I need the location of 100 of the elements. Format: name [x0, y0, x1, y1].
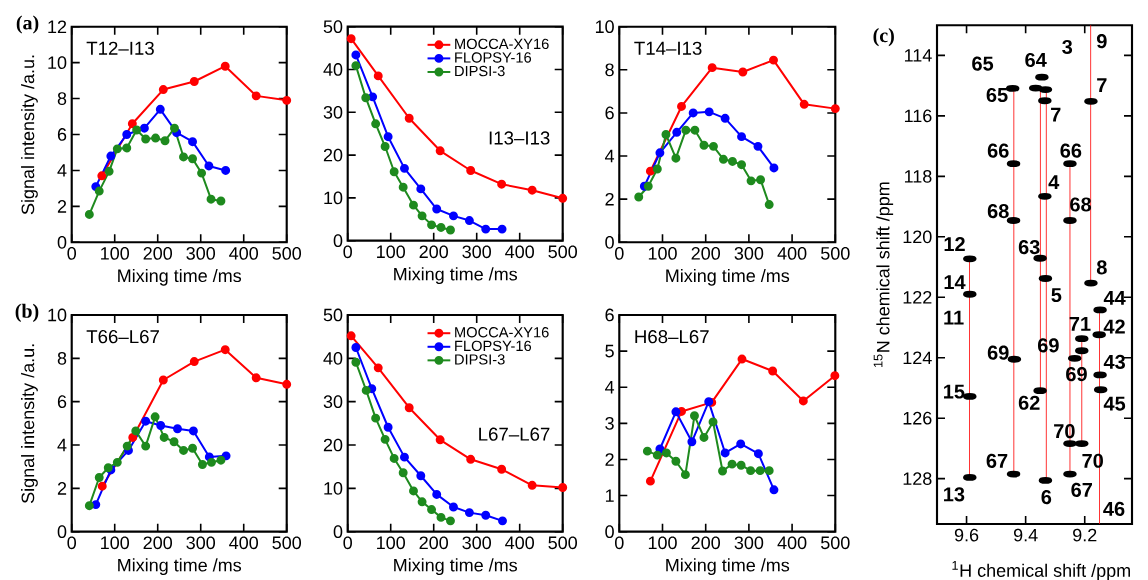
y-tick-label: 8	[605, 63, 614, 77]
y-tick-label: 8	[57, 351, 67, 365]
y-tick-label: 6	[57, 128, 67, 141]
annotation: 3	[1062, 39, 1073, 55]
annotation: 6	[1041, 489, 1052, 505]
y-tick-label: 10	[48, 56, 67, 69]
annotation: 66	[1060, 143, 1082, 158]
y-tick-label: 124	[903, 351, 932, 365]
y-tick-label: 10	[48, 308, 67, 322]
legend-label: MOCCA-XY16	[455, 38, 549, 50]
x-tick-label: 200	[691, 536, 720, 550]
y-tick-label: 116	[904, 109, 932, 123]
y-tick-label: 40	[323, 351, 343, 365]
x-tick-label: 500	[548, 536, 577, 550]
x-axis-title: Mixing time /ms	[394, 267, 518, 285]
y-tick-label: 2	[57, 200, 67, 213]
annotation: 71	[1069, 317, 1091, 331]
annotation: 43	[1103, 354, 1125, 370]
y-tick-label: 5	[605, 344, 614, 358]
y-tick-label: 120	[903, 230, 932, 244]
x-axis-title: Mixing time /ms	[394, 558, 518, 576]
annotation: 65	[972, 56, 994, 71]
annotation: 63	[1018, 239, 1040, 255]
y-tick-label: 30	[323, 395, 343, 409]
x-tick-label: 9.2	[1073, 528, 1097, 542]
x-axis-title: Mixing time /ms	[666, 558, 790, 576]
y-tick-label: 10	[595, 20, 614, 34]
x-tick-label: 100	[648, 536, 677, 550]
x-tick-label: 9.4	[1013, 528, 1038, 542]
x-tick-label: 0	[343, 536, 352, 550]
x-tick-label: 0	[615, 247, 624, 260]
annotation: 13	[944, 487, 965, 502]
annotation: 66	[987, 143, 1009, 158]
annotation: 9	[1096, 34, 1107, 49]
annotation: 5	[1051, 288, 1062, 303]
x-tick-label: 300	[462, 245, 492, 259]
y-tick-label: 6	[57, 395, 67, 409]
y-tick-label: 10	[324, 191, 343, 205]
x-tick-label: 100	[648, 247, 677, 260]
x-tick-label: 200	[419, 536, 449, 550]
x-tick-label: 100	[101, 536, 130, 550]
annotation: 69	[987, 345, 1009, 360]
y-axis-title: $^{15}$N chemical shift /ppm	[873, 182, 894, 367]
annotation: 14	[944, 275, 966, 290]
x-axis-title: Mixing time /ms	[118, 558, 242, 576]
x-tick-label: 300	[462, 536, 492, 550]
y-tick-label: 6	[605, 106, 614, 120]
x-tick-label: 0	[67, 536, 77, 550]
y-tick-label: 4	[57, 164, 67, 177]
y-tick-label: 0	[57, 235, 67, 249]
y-tick-label: 3	[605, 416, 614, 430]
x-tick-label: 400	[229, 536, 259, 550]
text: (c)	[873, 28, 894, 47]
x-axis-title: Mixing time /ms	[666, 268, 790, 286]
x-tick-label: 300	[186, 247, 216, 260]
annotation: 15	[944, 384, 965, 399]
x-axis-title: $^{1}$H chemical shift /ppm	[952, 561, 1130, 580]
annotation: 64	[1025, 52, 1047, 68]
text: H68–L67	[635, 330, 709, 344]
y-tick-label: 6	[605, 308, 614, 322]
x-tick-label: 500	[820, 247, 850, 260]
x-tick-label: 500	[272, 247, 302, 260]
y-tick-label: 30	[323, 105, 343, 119]
annotation: 8	[1096, 260, 1107, 275]
y-tick-label: 118	[904, 169, 932, 183]
annotation: 7	[1097, 78, 1107, 92]
y-axis-title: Signal intensity /a.u.	[21, 55, 38, 215]
legend-label: FLOPSY-16	[455, 52, 532, 63]
x-tick-label: 400	[505, 245, 534, 259]
x-tick-label: 500	[272, 536, 302, 550]
y-tick-label: 4	[605, 149, 615, 163]
annotation: 42	[1103, 319, 1125, 334]
y-tick-label: 2	[57, 482, 67, 495]
y-tick-label: 2	[605, 192, 614, 206]
x-tick-label: 100	[101, 247, 130, 260]
annotation: 67	[986, 453, 1008, 468]
x-tick-label: 0	[343, 245, 352, 259]
annotation: 70	[1054, 424, 1075, 439]
x-tick-label: 400	[505, 536, 534, 550]
legend-label: FLOPSY-16	[455, 340, 532, 352]
y-tick-label: 122	[903, 290, 932, 304]
y-tick-label: 126	[903, 411, 932, 425]
y-axis-title: Signal intensity /a.u.	[21, 344, 38, 504]
text: L67–L67	[479, 427, 550, 441]
y-tick-label: 8	[57, 92, 67, 105]
x-tick-label: 0	[615, 536, 624, 550]
y-tick-label: 10	[324, 481, 343, 495]
x-tick-label: 300	[186, 536, 216, 550]
y-tick-label: 20	[323, 438, 343, 452]
annotation: 12	[944, 237, 965, 252]
legend-label: DIPSI-3	[455, 354, 505, 365]
y-tick-label: 20	[323, 148, 343, 162]
x-tick-label: 300	[734, 247, 764, 260]
annotation: 67	[1071, 482, 1092, 497]
y-tick-label: 40	[323, 63, 343, 76]
x-tick-label: 400	[777, 536, 807, 550]
x-tick-label: 200	[691, 247, 720, 260]
annotation: 62	[1018, 395, 1040, 410]
x-tick-label: 9.6	[954, 528, 979, 542]
y-tick-label: 1	[605, 489, 614, 502]
